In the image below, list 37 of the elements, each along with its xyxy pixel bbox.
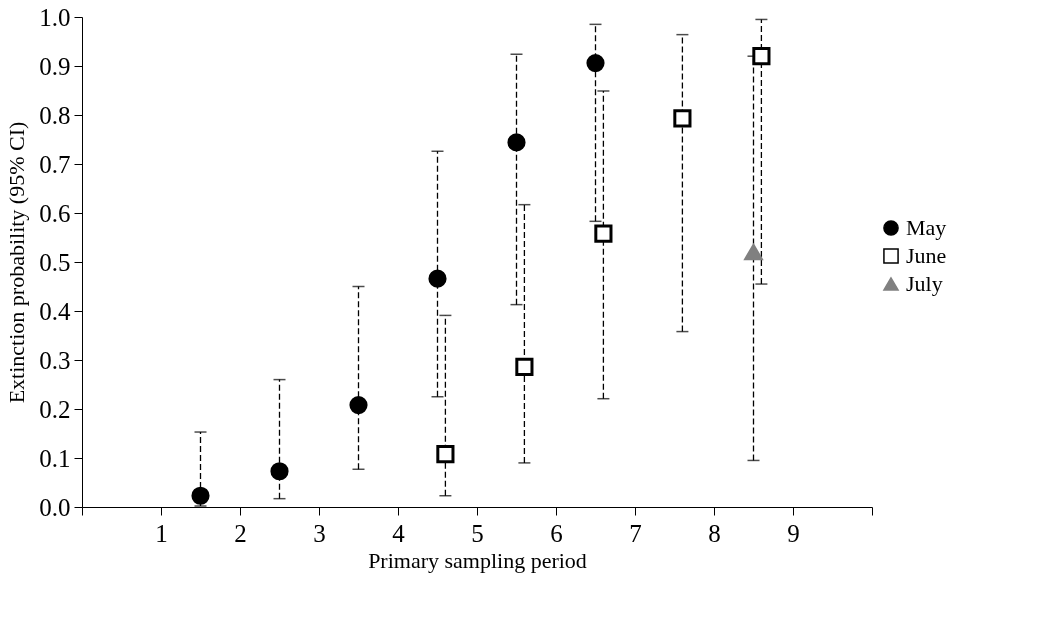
y-tick-label: 0.9 <box>39 52 71 80</box>
point <box>428 269 447 288</box>
point <box>673 109 692 128</box>
x-axis-title: Primary sampling period <box>368 547 587 573</box>
point <box>270 462 289 481</box>
legend-label: June <box>906 243 947 268</box>
y-axis-title: Extinction probability (95% CI) <box>4 121 30 404</box>
point <box>752 47 771 66</box>
point <box>586 53 605 73</box>
point <box>744 244 763 261</box>
y-tick-label: 0.3 <box>39 346 71 374</box>
x-tick-label: 2 <box>234 519 247 547</box>
x-tick-label: 3 <box>313 519 326 547</box>
y-tick-label: 0.0 <box>39 493 71 521</box>
y-tick-label: 0.6 <box>39 199 71 227</box>
y-tick-label: 0.5 <box>39 248 71 276</box>
point <box>436 445 455 464</box>
legend-label: July <box>906 271 943 296</box>
x-tick-label: 5 <box>471 519 484 547</box>
x-tick-label: 7 <box>629 519 642 547</box>
point <box>191 486 210 505</box>
x-tick-label: 9 <box>787 519 800 547</box>
x-tick-label: 6 <box>550 519 563 547</box>
legend-label: May <box>906 215 947 240</box>
x-tick-label: 1 <box>155 519 168 547</box>
point <box>515 357 534 376</box>
point <box>507 133 526 152</box>
y-tick-label: 0.8 <box>39 101 71 129</box>
point <box>594 224 613 243</box>
x-tick-label: 4 <box>392 519 406 547</box>
y-tick-label: 0.4 <box>39 297 71 325</box>
x-tick-label: 8 <box>708 519 721 547</box>
y-tick-label: 0.1 <box>39 444 71 472</box>
y-tick-label: 0.2 <box>39 395 71 423</box>
y-tick-label: 0.7 <box>39 150 71 178</box>
point <box>349 396 368 415</box>
y-tick-label: 1.0 <box>39 3 71 31</box>
